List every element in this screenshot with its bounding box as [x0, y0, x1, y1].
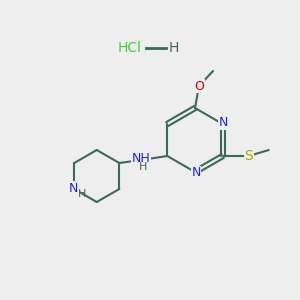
Text: H: H	[139, 162, 148, 172]
Text: N: N	[69, 182, 78, 194]
Text: N: N	[219, 116, 228, 130]
Text: NH: NH	[132, 152, 151, 164]
Text: S: S	[244, 149, 253, 163]
Text: N: N	[191, 167, 201, 179]
Text: H: H	[169, 41, 179, 55]
Text: H: H	[78, 189, 86, 199]
Text: HCl: HCl	[118, 41, 142, 55]
Text: O: O	[194, 80, 204, 92]
